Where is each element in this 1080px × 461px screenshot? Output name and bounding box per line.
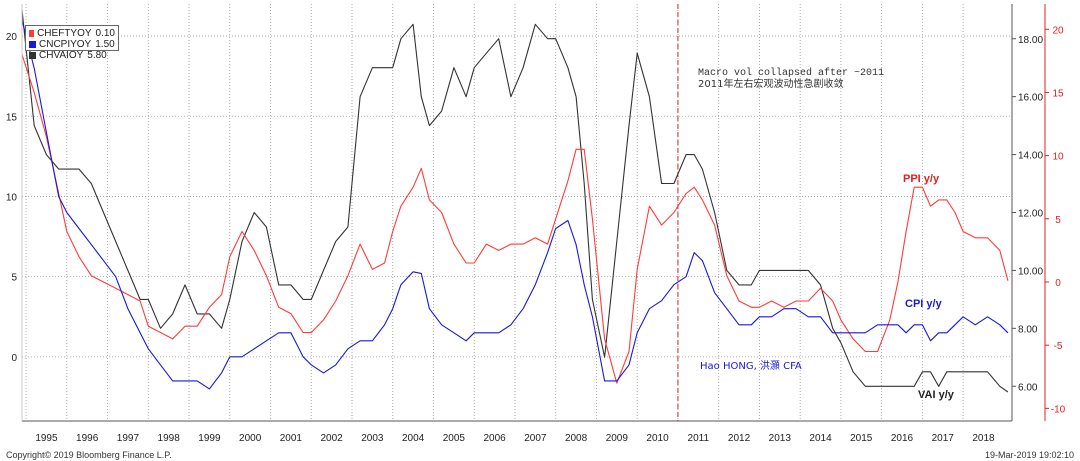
outer-right-tick-label: 5 [1055,215,1061,226]
annotation-macro-en: Macro vol collapsed after ~2011 [698,67,884,79]
left-tick-label: 5 [11,273,17,284]
inner-right-tick-label: 16.00 [1018,93,1043,104]
outer-right-tick-label: 0 [1055,278,1061,289]
x-tick-label: 2004 [402,433,425,444]
copyright: Copyright© 2019 Bloomberg Finance L.P. [6,450,172,460]
outer-right-tick-label: -10 [1051,404,1066,415]
legend-swatch-vai [29,52,36,59]
x-tick-label: 2012 [728,433,751,444]
x-tick-label: 1995 [35,433,58,444]
x-tick-label: 2017 [932,433,955,444]
timestamp: 19-Mar-2019 19:02:10 [984,450,1074,460]
x-tick-label: 1999 [198,433,221,444]
x-tick-label: 2003 [361,433,384,444]
x-tick-label: 2013 [769,433,792,444]
inner-right-tick-label: 12.00 [1018,209,1043,220]
legend-code: CHEFTYOY [37,28,92,39]
label-author: Hao HONG, 洪灝 CFA [700,360,802,372]
x-tick-label: 1998 [158,433,181,444]
x-tick-label: 2008 [565,433,588,444]
legend-swatch-ppi [29,30,35,37]
legend-code: CHVAIOY [39,50,84,61]
x-tick-label: 2007 [524,433,547,444]
label-vai: VAI y/y [918,389,955,401]
legend-value: 1.50 [95,39,115,50]
legend-item-cpi: CNCPIYOY 1.50 [29,39,115,50]
label-cpi: CPI y/y [905,298,943,310]
legend: CHEFTYOY 0.10 CNCPIYOY 1.50 CHVAIOY 5.80 [25,25,119,61]
outer-right-tick-label: 15 [1052,88,1064,99]
legend-item-vai: CHVAIOY 5.80 [29,50,115,61]
outer-right-tick-label: -5 [1054,341,1063,352]
label-ppi: PPI y/y [903,173,940,185]
x-tick-label: 2009 [606,433,629,444]
x-tick-label: 2001 [280,433,303,444]
x-tick-label: 1997 [117,433,140,444]
x-tick-label: 2016 [891,433,914,444]
annotation-macro-cn: 2011年左右宏观波动性急剧收敛 [698,77,843,90]
x-tick-label: 2000 [239,433,262,444]
inner-right-tick-label: 18.00 [1018,35,1043,46]
x-tick-label: 1996 [76,433,99,444]
inner-right-tick-label: 10.00 [1018,266,1043,277]
x-tick-label: 2002 [321,433,344,444]
inner-right-tick-label: 8.00 [1018,324,1038,335]
left-tick-label: 10 [6,192,18,203]
x-tick-label: 2005 [443,433,466,444]
inner-right-tick-label: 6.00 [1018,382,1038,393]
series-line-cheftyoy [21,54,1009,384]
legend-item-ppi: CHEFTYOY 0.10 [29,28,115,39]
x-tick-label: 2015 [850,433,873,444]
plot-area [22,4,1012,421]
x-tick-label: 2014 [809,433,832,444]
x-tick-label: 2010 [646,433,669,444]
x-tick-label: 2018 [972,433,995,444]
left-tick-label: 0 [11,353,17,364]
left-tick-label: 15 [6,112,18,123]
series-line-cncpiyoy [21,19,1009,390]
legend-swatch-cpi [29,41,36,48]
left-tick-label: 20 [6,32,18,43]
x-tick-label: 2006 [483,433,506,444]
outer-right-tick-label: 10 [1052,152,1064,163]
legend-value: 5.80 [87,50,107,61]
inner-right-tick-label: 14.00 [1018,151,1043,162]
outer-right-tick-label: 20 [1052,25,1064,36]
legend-code: CNCPIYOY [39,39,92,50]
x-tick-label: 2011 [688,433,710,444]
legend-value: 0.10 [95,28,115,39]
series-line-chvaioy [21,9,1009,393]
